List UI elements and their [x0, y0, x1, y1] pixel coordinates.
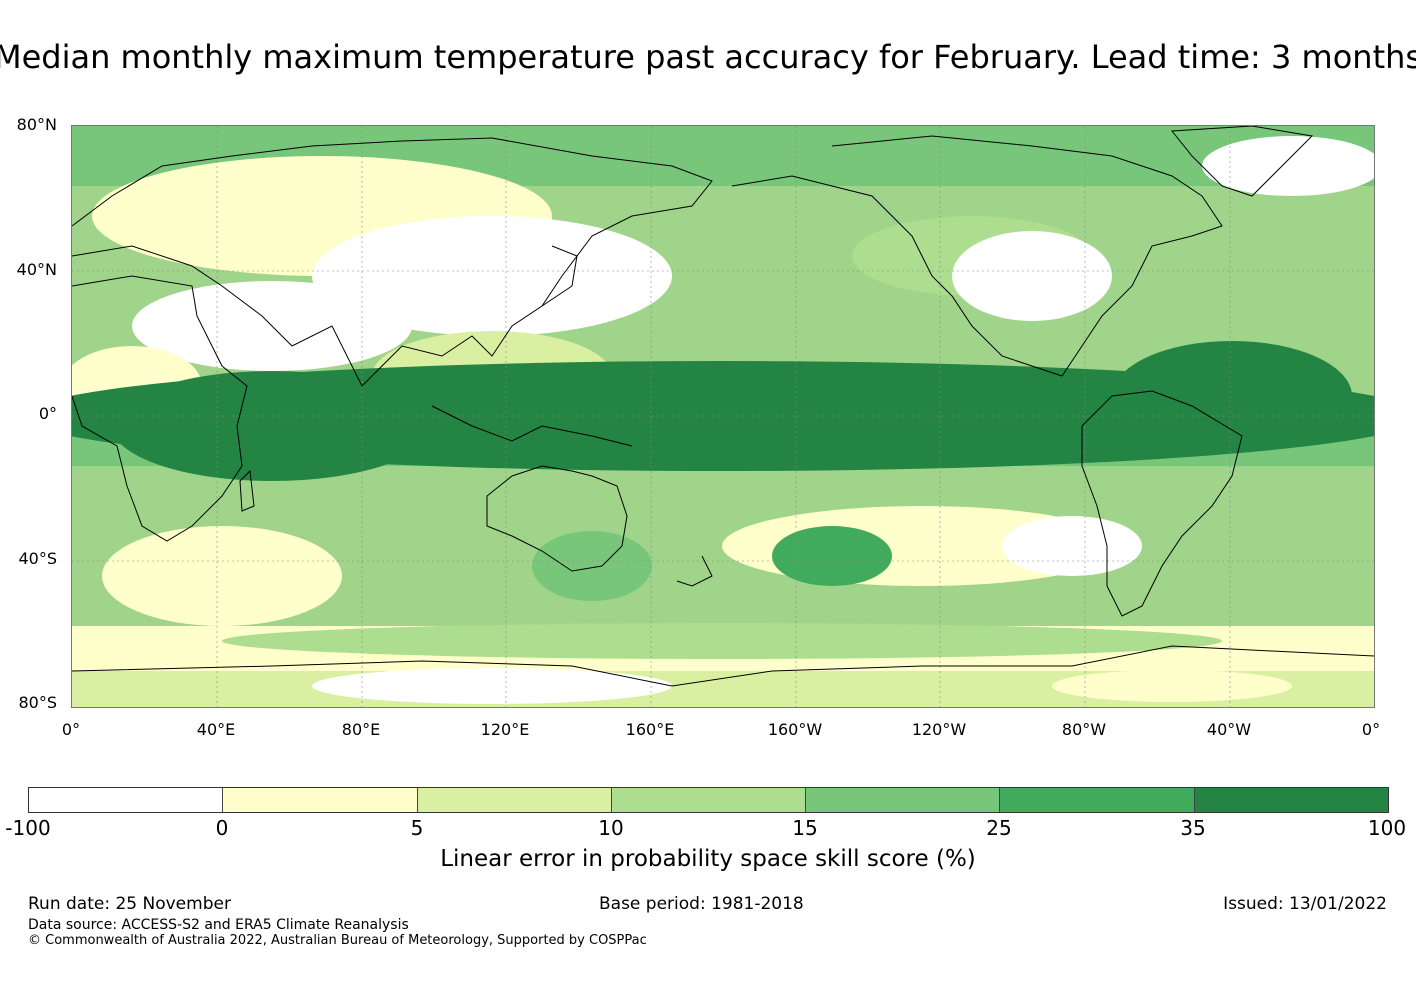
- colorbar-segment: [222, 788, 417, 812]
- colorbar-tick: 25: [986, 816, 1012, 840]
- lon-label-120e: 120°E: [480, 720, 530, 739]
- lat-label-eq: 0°: [38, 404, 57, 423]
- colorbar-segment: [610, 788, 806, 812]
- run-date: Run date: 25 November: [28, 894, 231, 914]
- copyright: © Commonwealth of Australia 2022, Austra…: [28, 933, 647, 948]
- lon-label-40w: 40°W: [1206, 720, 1252, 739]
- colorbar-segment: [1193, 788, 1388, 812]
- colorbar-tick: -100: [5, 816, 51, 840]
- colorbar-tick: 35: [1180, 816, 1206, 840]
- colorbar-label: Linear error in probability space skill …: [440, 846, 976, 872]
- lon-label-80e: 80°E: [341, 720, 381, 739]
- base-period: Base period: 1981-2018: [599, 894, 804, 914]
- colorbar-tick: 15: [792, 816, 818, 840]
- lat-label-80n: 80°N: [16, 115, 57, 134]
- map-svg: [72, 126, 1374, 707]
- lon-label-160w: 160°W: [767, 720, 823, 739]
- australia-coast: [486, 465, 628, 572]
- issued-date: Issued: 13/01/2022: [1223, 894, 1387, 914]
- colorbar-tick: 10: [598, 816, 624, 840]
- lon-label-0: 0°: [61, 720, 81, 739]
- madagascar-coast: [239, 469, 255, 512]
- greenland-coast: [1171, 126, 1314, 197]
- title-text: Median monthly maximum temperature past …: [0, 38, 1416, 76]
- colorbar-segment: [29, 788, 223, 812]
- lon-label-160e: 160°E: [625, 720, 675, 739]
- south-america-coast: [1081, 390, 1243, 617]
- coastlines: [72, 126, 1374, 687]
- indonesia-coast: [431, 405, 633, 447]
- africa-coast: [72, 275, 248, 542]
- skill-map: [71, 125, 1375, 708]
- lat-label-40s: 40°S: [18, 549, 57, 568]
- colorbar-tick: 5: [410, 816, 424, 840]
- colorbar-segment: [805, 788, 1000, 812]
- lat-label-40n: 40°N: [16, 260, 57, 279]
- data-source: Data source: ACCESS-S2 and ERA5 Climate …: [28, 917, 409, 933]
- antarctica-coast: [72, 645, 1374, 687]
- new-zealand-coast: [676, 555, 713, 587]
- gridlines: [72, 126, 1374, 707]
- lon-label-80w: 80°W: [1061, 720, 1107, 739]
- north-america-coast: [731, 135, 1223, 377]
- lon-label-0-right: 0°: [1361, 720, 1381, 739]
- skill-patches: [72, 126, 1374, 707]
- colorbar-tick: 100: [1367, 816, 1407, 840]
- asia-islands: [541, 245, 578, 307]
- chart-title: Median monthly maximum temperature past …: [0, 38, 1416, 76]
- colorbar-segment: [416, 788, 611, 812]
- lon-label-40e: 40°E: [196, 720, 236, 739]
- colorbar-segment: [999, 788, 1194, 812]
- eurasia-coast: [72, 137, 713, 387]
- lon-label-120w: 120°W: [911, 720, 967, 739]
- colorbar: [28, 787, 1389, 813]
- lat-label-80s: 80°S: [18, 693, 57, 712]
- colorbar-tick: 0: [215, 816, 229, 840]
